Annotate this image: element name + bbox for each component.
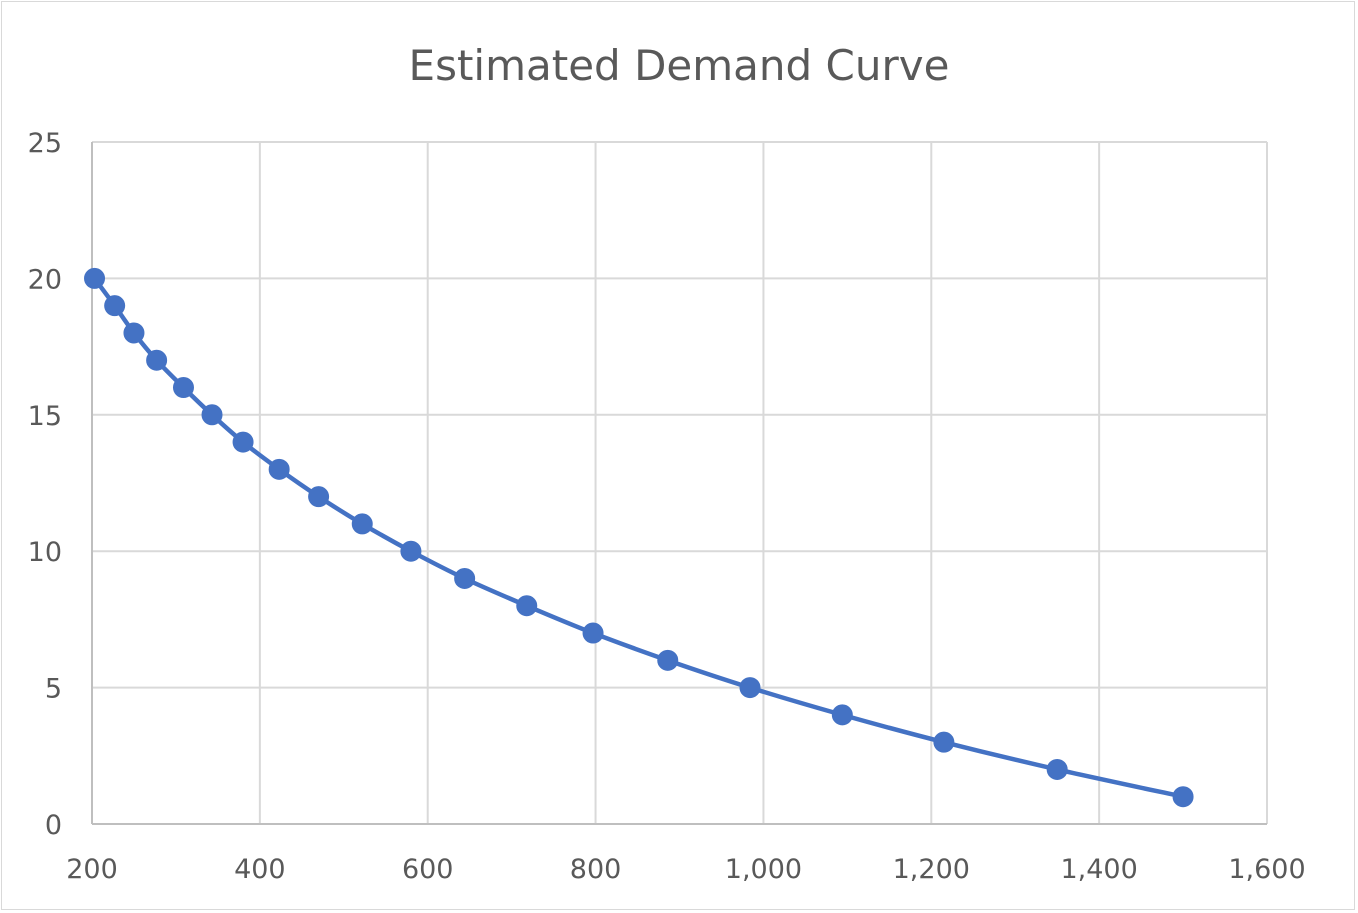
x-tick-label: 400 (234, 854, 286, 885)
data-point (201, 404, 223, 426)
data-point (123, 322, 145, 344)
series-group (84, 267, 1194, 808)
y-tick-label: 15 (28, 401, 62, 432)
data-point (516, 595, 538, 617)
data-point (308, 486, 330, 508)
y-tick-label: 10 (28, 537, 62, 568)
data-point (657, 649, 679, 671)
data-point (454, 567, 476, 589)
data-point (739, 677, 761, 699)
data-point (400, 540, 422, 562)
data-point (351, 513, 373, 535)
x-tick-label: 1,400 (1060, 854, 1137, 885)
x-tick-label: 1,600 (1228, 854, 1305, 885)
data-point (84, 267, 106, 289)
x-tick-label: 200 (66, 854, 118, 885)
series-line (92, 276, 1186, 799)
y-tick-label: 25 (28, 128, 62, 159)
y-tick-label: 20 (28, 264, 62, 295)
y-tick-label: 0 (45, 810, 62, 841)
gridlines (92, 141, 1268, 824)
data-point (172, 377, 194, 399)
chart-title: Estimated Demand Curve (409, 41, 950, 90)
data-point (831, 704, 853, 726)
x-tick-label: 600 (402, 854, 454, 885)
data-point (582, 622, 604, 644)
data-point (146, 349, 168, 371)
x-tick-label: 1,000 (725, 854, 802, 885)
data-point (933, 731, 955, 753)
data-point (1046, 758, 1068, 780)
y-tick-label: 5 (45, 674, 62, 705)
tick-labels: 0 5 10 15 20 25 200 400 600 800 1,000 1,200 1,400 1,6… (28, 128, 1306, 885)
data-point (268, 458, 290, 480)
data-point (104, 295, 126, 317)
x-tick-label: 800 (570, 854, 622, 885)
data-point (232, 431, 254, 453)
data-point (1172, 786, 1194, 808)
x-tick-label: 1,200 (893, 854, 970, 885)
axes (91, 142, 1267, 825)
